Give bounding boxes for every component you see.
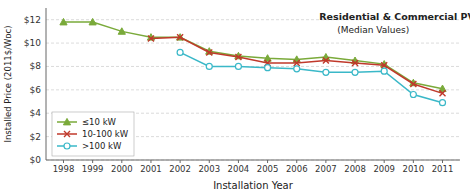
x-tick-label: 2007 xyxy=(315,164,337,174)
point xyxy=(89,18,96,24)
y-axis-label: Installed Price (2011$/Wᴅᴄ) xyxy=(3,25,13,142)
series-line xyxy=(180,52,442,102)
legend-label: ≤10 kW xyxy=(82,117,117,127)
x-tick xyxy=(92,160,93,163)
point xyxy=(410,81,416,87)
x-tick xyxy=(384,160,385,163)
y-tick-label: $8 xyxy=(30,61,42,71)
x-tick xyxy=(267,160,268,163)
x-tick xyxy=(325,160,326,163)
legend-marker xyxy=(64,143,70,149)
point xyxy=(440,100,446,106)
plot-area xyxy=(60,18,446,105)
x-tick xyxy=(150,160,151,163)
x-tick-label: 2006 xyxy=(286,164,308,174)
grid-line xyxy=(46,43,460,44)
point xyxy=(381,62,387,68)
legend: ≤10 kW 10-100 kW >100 kW xyxy=(52,112,134,156)
point xyxy=(440,90,446,96)
legend-label: 10-100 kW xyxy=(82,129,129,139)
x-tick-label: 2001 xyxy=(140,164,162,174)
x-axis-label: Installation Year xyxy=(213,180,294,191)
point xyxy=(235,63,241,69)
x-tick-label: 2003 xyxy=(198,164,220,174)
y-tick-label: $0 xyxy=(30,155,42,165)
legend-label: >100 kW xyxy=(82,141,122,151)
point xyxy=(148,35,154,41)
point xyxy=(265,65,271,71)
point xyxy=(323,69,329,75)
y-tick-label: $6 xyxy=(30,85,42,95)
x-tick xyxy=(63,160,64,163)
x-tick xyxy=(355,160,356,163)
point xyxy=(294,60,300,66)
point xyxy=(352,69,358,75)
x-tick-label: 2009 xyxy=(373,164,395,174)
point xyxy=(206,49,212,55)
point xyxy=(352,60,358,66)
x-tick-label: 2000 xyxy=(111,164,133,174)
x-tick xyxy=(413,160,414,163)
x-axis-line xyxy=(46,160,460,161)
x-tick-label: 1999 xyxy=(82,164,104,174)
legend-frame xyxy=(52,112,134,156)
x-tick-label: 2008 xyxy=(344,164,366,174)
series-line xyxy=(63,22,442,89)
x-tick xyxy=(238,160,239,163)
point xyxy=(323,58,329,64)
x-tick-label: 2002 xyxy=(169,164,191,174)
point xyxy=(60,18,67,24)
subtitle: (Median Values) xyxy=(337,25,409,35)
point xyxy=(410,92,416,98)
legend-marker xyxy=(63,118,70,124)
point xyxy=(206,63,212,69)
point xyxy=(235,54,241,60)
grid-line xyxy=(46,160,460,161)
x-tick xyxy=(121,160,122,163)
x-tick-label: 2011 xyxy=(432,164,454,174)
x-tick-label: 2010 xyxy=(403,164,425,174)
x-tick xyxy=(180,160,181,163)
chart: $0 $2 $4 $6 $8 $10 $12 1998 1999 2000 2001 2002 2003… xyxy=(0,0,470,194)
y-axis-line xyxy=(46,8,47,160)
x-tick xyxy=(296,160,297,163)
y-tick-label: $4 xyxy=(30,108,42,118)
legend-marker xyxy=(64,131,70,137)
y-tick-label: $12 xyxy=(24,15,41,25)
x-tick xyxy=(442,160,443,163)
x-tick-label: 2005 xyxy=(257,164,279,174)
title: Residential & Commercial PV xyxy=(319,11,470,22)
series-line xyxy=(151,37,443,93)
x-tick-label: 1998 xyxy=(53,164,75,174)
y-tick-label: $10 xyxy=(24,38,41,48)
point xyxy=(381,68,387,74)
point xyxy=(177,49,183,55)
grid-line xyxy=(46,89,460,90)
point xyxy=(118,28,125,34)
point xyxy=(294,66,300,72)
x-tick xyxy=(209,160,210,163)
y-tick-label: $2 xyxy=(30,132,41,142)
point xyxy=(177,34,183,40)
x-tick-label: 2004 xyxy=(228,164,250,174)
